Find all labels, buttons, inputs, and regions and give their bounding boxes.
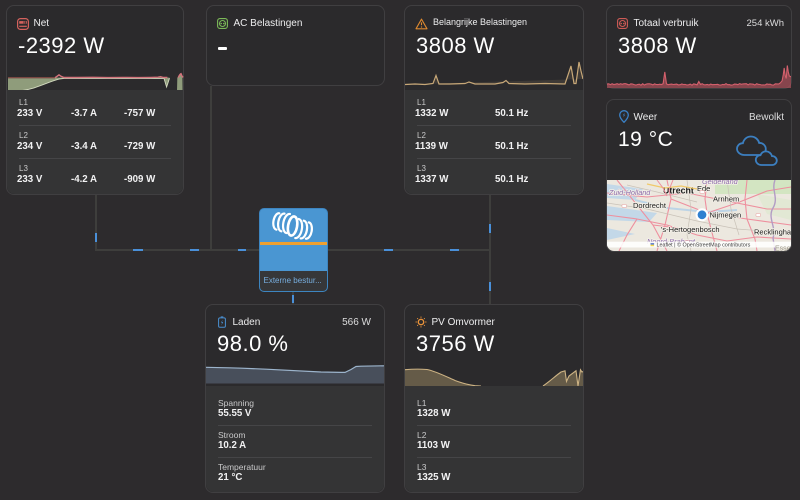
svg-text:Noord-Brabant: Noord-Brabant: [647, 237, 696, 246]
svg-text:Utrecht: Utrecht: [663, 186, 694, 196]
svg-text:Zuid-Holland: Zuid-Holland: [608, 188, 651, 197]
svg-text:Nijmegen: Nijmegen: [710, 211, 742, 220]
svg-text:Leaflet | © OpenStreetMap cont: Leaflet | © OpenStreetMap contributors: [657, 242, 751, 249]
svg-text:Dordrecht: Dordrecht: [633, 201, 667, 210]
svg-text:Arnhem: Arnhem: [713, 195, 739, 204]
svg-text:Gelderland: Gelderland: [702, 180, 739, 186]
svg-text:Essen: Essen: [775, 246, 791, 252]
svg-text:'s-Hertogenbosch: 's-Hertogenbosch: [661, 225, 720, 234]
svg-text:Ede: Ede: [697, 184, 710, 193]
svg-text:Recklinghaus: Recklinghaus: [754, 228, 791, 237]
